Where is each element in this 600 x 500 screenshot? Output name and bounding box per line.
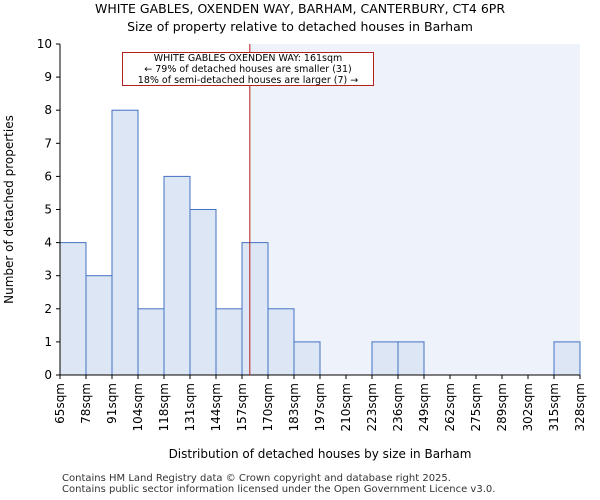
histogram-bar	[397, 341, 425, 376]
histogram-bar	[241, 242, 269, 376]
x-tick-label: 197sqm	[313, 383, 327, 431]
annotation-line-1: WHITE GABLES OXENDEN WAY: 161sqm	[153, 53, 343, 64]
histogram-chart: 0 1 2 3 4 5 6 7 8 9 10 65sqm 78sqm 91sqm 104sqm 118sqm 1…	[2, 37, 587, 461]
y-tick-label: 10	[37, 37, 52, 51]
y-tick-label: 0	[44, 368, 52, 382]
histogram-bar	[163, 175, 191, 376]
x-tick-label: 262sqm	[443, 383, 457, 431]
x-tick-label: 104sqm	[131, 383, 145, 431]
x-tick-label: 144sqm	[209, 383, 223, 431]
x-tick-label: 157sqm	[235, 383, 249, 431]
histogram-bar	[59, 242, 87, 376]
y-tick-label: 7	[44, 136, 52, 150]
x-tick-label: 289sqm	[495, 383, 509, 431]
annotation-line-3: 18% of semi-detached houses are larger (…	[137, 75, 359, 86]
y-tick-label: 3	[44, 269, 52, 283]
y-tick-label: 9	[44, 70, 52, 84]
histogram-bar	[215, 308, 243, 376]
x-tick-label: 236sqm	[391, 383, 405, 431]
histogram-bar	[111, 109, 139, 376]
histogram-bar	[267, 308, 295, 376]
x-tick-label: 328sqm	[573, 383, 587, 431]
annotation-line-2: ← 79% of detached houses are smaller (31…	[144, 64, 352, 75]
subject-annotation: WHITE GABLES OXENDEN WAY: 161sqm ← 79% o…	[122, 52, 374, 86]
x-tick-label: 223sqm	[365, 383, 379, 431]
y-tick-label: 4	[44, 236, 52, 250]
y-tick-label: 2	[44, 302, 52, 316]
larger-region-shade	[249, 44, 581, 375]
x-tick-label: 65sqm	[53, 383, 67, 424]
histogram-bar	[85, 275, 113, 376]
y-axis-label: Number of detached properties	[2, 115, 16, 304]
x-tick-label: 275sqm	[469, 383, 483, 431]
chart-title: WHITE GABLES, OXENDEN WAY, BARHAM, CANTE…	[94, 1, 506, 16]
x-tick-label: 118sqm	[157, 383, 171, 431]
x-tick-label: 315sqm	[547, 383, 561, 431]
y-tick-label: 8	[44, 103, 52, 117]
footer-copyright: Contains HM Land Registry data © Crown c…	[62, 473, 451, 484]
x-tick-label: 302sqm	[521, 383, 535, 431]
histogram-bar	[371, 341, 399, 376]
histogram-bar	[293, 341, 321, 376]
histogram-bar	[553, 341, 581, 376]
x-tick-label: 131sqm	[183, 383, 197, 431]
x-axis-label: Distribution of detached houses by size …	[169, 447, 472, 461]
histogram-bar	[189, 209, 217, 376]
x-tick-label: 249sqm	[417, 383, 431, 431]
x-tick-label: 183sqm	[287, 383, 301, 431]
chart-subtitle: Size of property relative to detached ho…	[127, 19, 473, 34]
y-tick-label: 5	[44, 203, 52, 217]
histogram-bar	[137, 308, 165, 376]
x-tick-label: 78sqm	[79, 383, 93, 424]
y-tick-label: 1	[44, 335, 52, 349]
x-tick-label: 210sqm	[339, 383, 353, 431]
footer-licence: Contains public sector information licen…	[62, 484, 496, 495]
y-tick-label: 6	[44, 169, 52, 183]
x-tick-label: 91sqm	[105, 383, 119, 424]
x-tick-label: 170sqm	[261, 383, 275, 431]
